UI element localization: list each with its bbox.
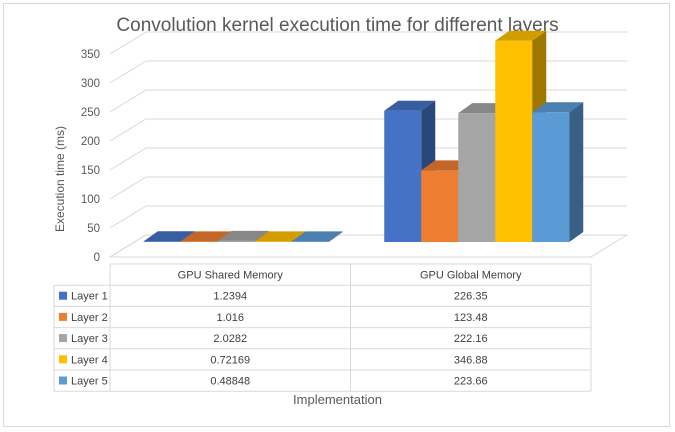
bar-front — [254, 241, 292, 242]
bar-front — [532, 112, 570, 243]
legend-label: Layer 5 — [71, 376, 108, 388]
bar-top — [495, 30, 547, 41]
data-label: 222.16 — [454, 333, 488, 345]
y-axis-ticks: 0 50 100 150 200 250 300 350 — [81, 49, 100, 264]
data-label: 2.0282 — [213, 333, 247, 345]
x-axis-label: Implementation — [293, 392, 382, 407]
legend-swatch — [59, 334, 67, 343]
category-label: GPU Global Memory — [420, 270, 522, 282]
bar-side — [569, 102, 584, 243]
bar-top — [532, 102, 584, 113]
y-tick-label: 300 — [81, 78, 100, 90]
bar-front — [421, 170, 459, 242]
data-table: GPU Shared Memory GPU Global Memory Layer … — [53, 263, 592, 392]
legend-label: Layer 1 — [71, 291, 108, 303]
gridline-side — [109, 60, 147, 84]
legend-swatch — [59, 355, 67, 364]
bar-side — [328, 231, 343, 242]
y-tick-label: 0 — [94, 252, 100, 264]
bar-front — [180, 241, 218, 242]
legend-label: Layer 4 — [71, 354, 108, 366]
bar-top — [291, 231, 343, 242]
data-label: 226.35 — [454, 291, 488, 303]
category-label: GPU Shared Memory — [178, 270, 284, 282]
legend-swatch — [59, 376, 67, 385]
gridline-side — [109, 205, 147, 229]
gridline-side — [109, 118, 147, 142]
chart-floor — [108, 234, 629, 258]
gridline-side — [109, 176, 147, 200]
bar-front — [458, 113, 496, 242]
bar-top — [143, 231, 195, 242]
bar-front — [143, 241, 181, 242]
bar-layer-5 — [291, 231, 343, 242]
bar-front — [495, 40, 533, 242]
y-tick-label: 50 — [87, 223, 100, 235]
bar-front — [217, 240, 255, 242]
y-tick-label: 100 — [81, 194, 100, 206]
gridline-side — [109, 89, 147, 113]
bar-front — [291, 241, 329, 242]
y-tick-label: 150 — [81, 165, 100, 177]
data-label: 0.48848 — [210, 376, 250, 388]
bar-top — [217, 230, 269, 241]
bar-top — [384, 100, 436, 111]
bar-front — [384, 110, 422, 242]
data-label: 346.88 — [454, 354, 488, 366]
legend-swatch — [59, 312, 67, 321]
gridline-side — [109, 147, 147, 171]
legend-label: Layer 2 — [71, 312, 108, 324]
legend-swatch — [59, 291, 67, 300]
y-tick-label: 250 — [81, 107, 100, 119]
data-label: 0.72169 — [210, 354, 250, 366]
bar-top — [180, 231, 232, 242]
bar-layer-1 — [384, 100, 436, 242]
y-tick-label: 350 — [81, 49, 100, 61]
legend-label: Layer 3 — [71, 333, 108, 345]
data-label: 223.66 — [454, 376, 488, 388]
bar-top — [254, 231, 306, 242]
data-label: 1.016 — [216, 312, 244, 324]
chart-frame — [3, 3, 670, 427]
data-label: 1.2394 — [213, 291, 247, 303]
chart-title: Convolution kernel execution time for di… — [116, 15, 559, 36]
bar-layer-5 — [532, 102, 584, 243]
chart-bars — [143, 30, 584, 243]
gridline-side — [109, 31, 147, 55]
y-tick-label: 200 — [81, 136, 100, 148]
data-label: 123.48 — [454, 312, 488, 324]
